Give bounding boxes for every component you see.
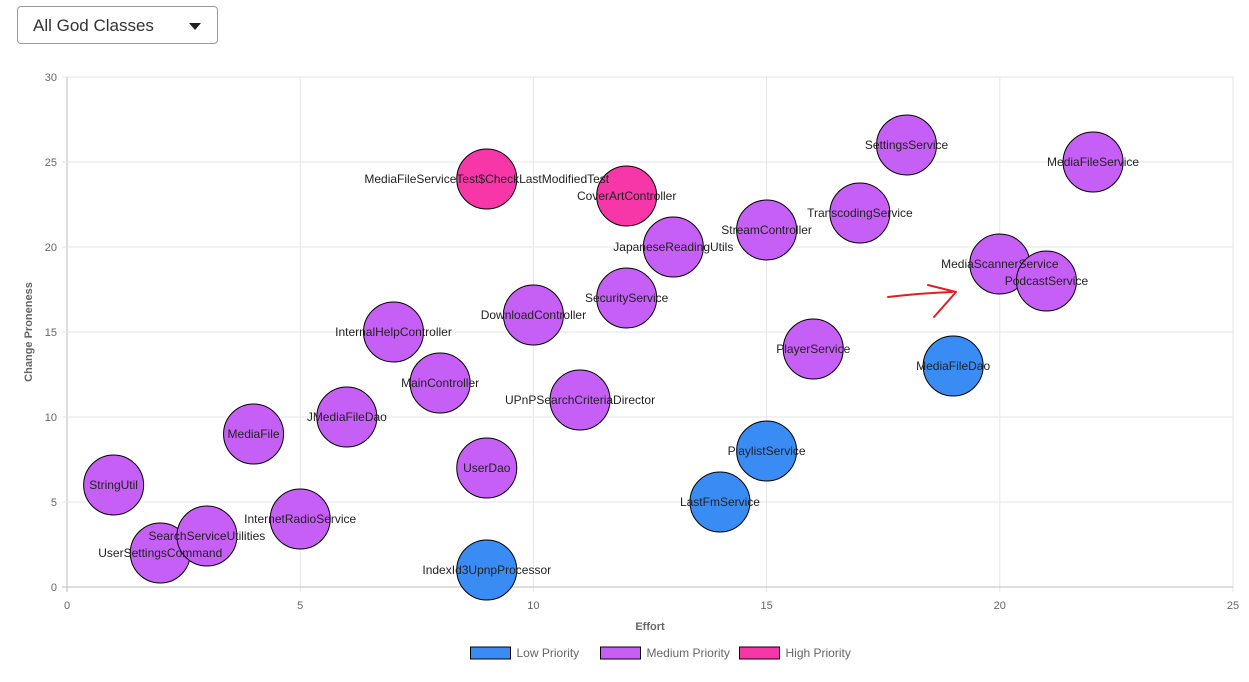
bubble-label: IndexId3UpnpProcessor [422,563,551,577]
chart-legend: Low Priority Medium Priority High Priority [470,646,851,660]
red-arrow-annotation [887,284,957,318]
x-tick-label: 0 [64,600,70,612]
bubble-playerservice[interactable] [782,318,844,380]
bubble-label: StreamController [721,223,812,237]
bubble-label: JMediaFileDao [307,410,387,424]
y-tick-label: 30 [45,72,57,84]
chart-bubble-labels: StringUtil UserSettingsCommand SearchServi… [89,138,1139,577]
y-tick-label: 25 [45,157,57,169]
y-tick-label: 0 [51,582,57,594]
bubble-label: SettingsService [865,138,949,152]
bubble-label: MediaFileDao [916,359,990,373]
bubble-label: MainController [401,376,479,390]
bubble-mediafileservicetest-checklastmodifiedtest[interactable] [456,148,518,210]
x-axis-title: Effort [635,621,665,633]
filter-selected-value: All God Classes [33,16,154,35]
bubble-label: PlayerService [776,342,850,356]
bubble-downloadcontroller[interactable] [502,284,564,346]
bubble-mediafiledao[interactable] [922,335,984,397]
bubble-label: UPnPSearchCriteriaDirector [505,393,655,407]
y-tick-label: 15 [45,327,57,339]
bubble-japanesereadingutils[interactable] [642,216,704,278]
bubble-streamcontroller[interactable] [736,199,798,261]
y-tick-label: 5 [51,497,57,509]
bubble-label: UserDao [463,461,511,475]
bubble-podcastservice[interactable] [1015,250,1077,312]
bubble-mediafile[interactable] [223,403,285,465]
bubble-internalhelpcontroller[interactable] [362,301,424,363]
y-axis-title: Change Proneness [23,282,35,382]
legend-label-high[interactable]: High Priority [786,646,851,660]
bubble-lastfmservice[interactable] [689,471,751,533]
bubble-mediafileservice[interactable] [1062,131,1124,193]
x-tick-label: 20 [994,600,1006,612]
bubble-transcodingservice[interactable] [829,182,891,244]
bubble-playlistservice[interactable] [736,420,798,482]
bubble-upnpsearchcriteriadirector[interactable] [549,369,611,431]
chart-grid [62,76,1234,592]
bubble-label: SecurityService [585,291,669,305]
y-tick-label: 20 [45,242,57,254]
bubble-jmediafiledao[interactable] [316,386,378,448]
bubble-userdao[interactable] [456,437,518,499]
bubble-label: UserSettingsCommand [98,546,222,560]
x-tick-label: 25 [1227,600,1239,612]
legend-label-medium[interactable]: Medium Priority [647,646,730,660]
bubble-label: DownloadController [481,308,586,322]
bubble-label: MediaFile [228,427,280,441]
bubble-internetradioservice[interactable] [269,488,331,550]
bubble-label: TranscodingService [807,206,913,220]
bubble-maincontroller[interactable] [409,352,471,414]
bubble-label: CoverArtController [577,189,676,203]
bubble-label: StringUtil [89,478,138,492]
bubble-searchserviceutilities[interactable] [176,505,238,567]
bubble-label: InternetRadioService [244,512,356,526]
god-class-filter-select[interactable]: All God Classes [17,6,218,44]
bubble-label: MediaScannerService [941,257,1059,271]
bubble-label: JapaneseReadingUtils [613,240,733,254]
bubble-securityservice[interactable] [596,267,658,329]
chart-axes: 0 5 10 15 20 25 0 5 10 15 20 25 30 [45,72,1239,612]
bubble-label: InternalHelpController [335,325,452,339]
bubble-stringutil[interactable] [83,454,145,516]
y-tick-label: 10 [45,412,57,424]
bubble-label: MediaFileServiceTest$CheckLastModifiedTe… [364,172,609,186]
legend-swatch-high[interactable] [739,646,780,660]
bubble-label: LastFmService [680,495,760,509]
x-tick-label: 15 [760,600,772,612]
legend-swatch-medium[interactable] [600,646,641,660]
bubble-label: PodcastService [1005,274,1089,288]
x-tick-label: 5 [297,600,303,612]
legend-swatch-low[interactable] [470,646,511,660]
x-tick-label: 10 [527,600,539,612]
bubble-indexid3upnpprocessor[interactable] [456,539,518,601]
bubble-label: MediaFileService [1047,155,1139,169]
bubble-label: PlaylistService [728,444,806,458]
legend-label-low[interactable]: Low Priority [517,646,580,660]
bubble-coverartcontroller[interactable] [596,165,658,227]
bubble-settingsservice[interactable] [876,114,938,176]
bubble-label: SearchServiceUtilities [149,529,266,543]
chevron-down-icon [189,23,201,30]
chart-bubbles [83,114,1124,601]
